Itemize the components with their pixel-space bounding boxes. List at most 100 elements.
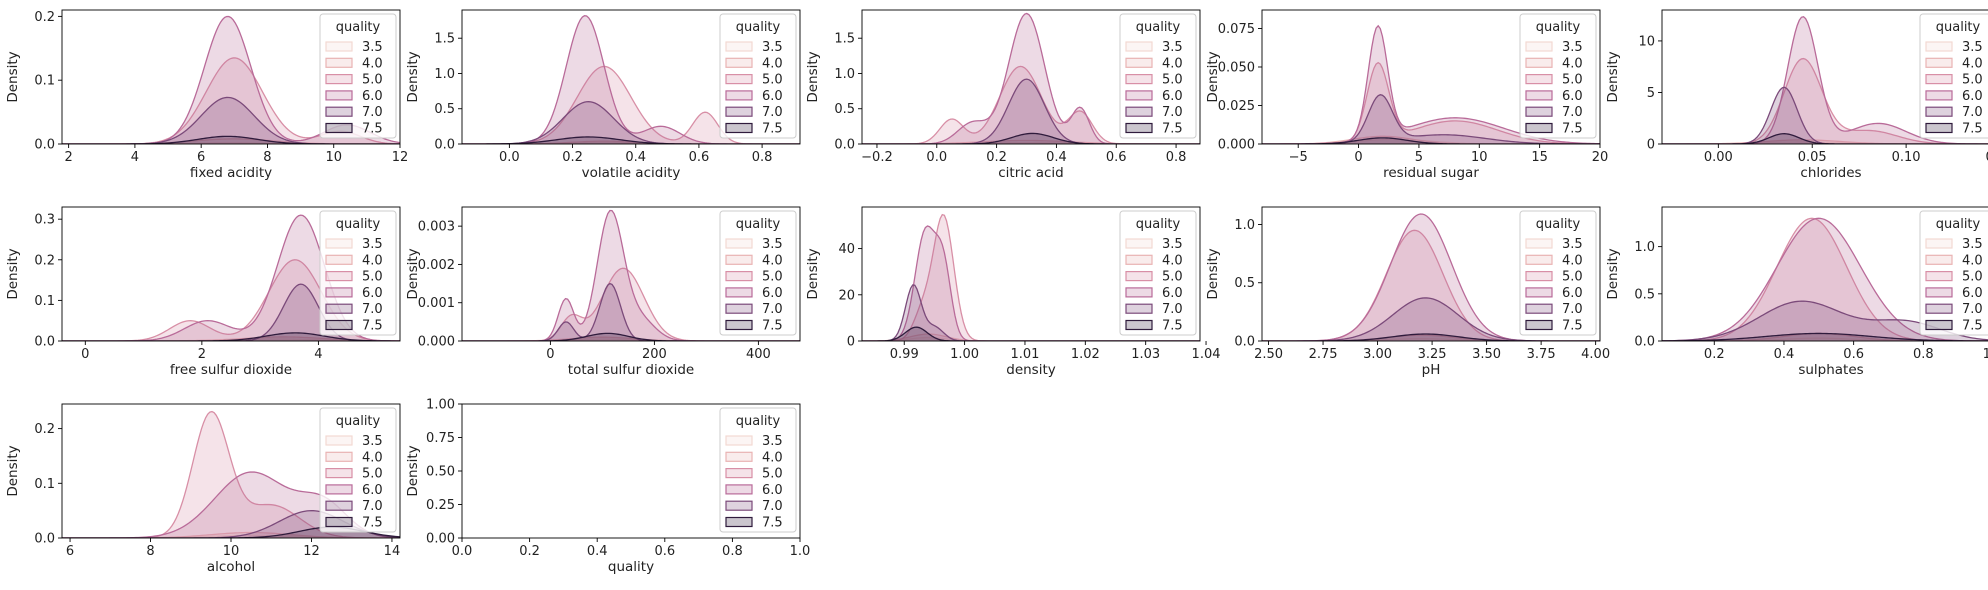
y-tick-label: 0.2 [34, 422, 55, 437]
density-fill-5.0 [462, 66, 800, 144]
y-tick-label: 0 [1647, 138, 1655, 153]
y-tick-label: 10 [1638, 34, 1655, 49]
legend-label-5.0: 5.0 [762, 73, 783, 88]
x-tick-label: 3.00 [1363, 347, 1392, 362]
legend-title: quality [736, 414, 781, 429]
axes-frame [61, 206, 401, 342]
y-tick-label: 1.0 [1234, 218, 1255, 233]
density-fill-5.0 [1262, 62, 1600, 144]
density-fill-5.0 [1262, 230, 1600, 341]
legend-title: quality [1536, 217, 1581, 232]
x-tick-label: 0.2 [562, 150, 583, 165]
x-tick-label: 0.4 [1774, 347, 1795, 362]
density-fill-6.0 [62, 471, 400, 538]
y-tick-label: 0.025 [1218, 99, 1255, 114]
x-tick-label: 3.25 [1418, 347, 1447, 362]
legend-label-3.5: 3.5 [762, 40, 783, 55]
y-tick-label: 0.3 [34, 213, 55, 228]
subplot-citric-acid: −0.2 0.0 0.2 0.4 0.6 0.8 0.0 0.5 1.0 1.5 citric ac… [805, 9, 1201, 181]
legend-label-7.5: 7.5 [362, 122, 383, 137]
legend-title: quality [1936, 217, 1981, 232]
x-axis-label: alcohol [207, 559, 255, 575]
legend-label-7.5: 7.5 [762, 122, 783, 137]
subplot-fixed-acidity: 2 4 6 8 10 12 0.0 0.1 0.2 fixed acidity Density qua… [5, 9, 409, 181]
y-tick-label: 0.2 [34, 253, 55, 268]
legend-swatch-4.0 [325, 57, 353, 68]
legend-swatch-7.0 [1925, 106, 1953, 117]
density-line-7.5 [462, 136, 800, 144]
density-line-7.0 [862, 78, 1200, 144]
legend-label-7.5: 7.5 [762, 516, 783, 531]
x-tick-label: 1.0 [790, 544, 811, 559]
legend-label-4.0: 4.0 [1962, 56, 1983, 71]
legend-label-6.0: 6.0 [1162, 286, 1183, 301]
legend-label-4.0: 4.0 [762, 253, 783, 268]
legend: quality 3.54.0 5.06.07.0 7.5 [319, 210, 397, 336]
x-tick-label: 0.6 [1843, 347, 1864, 362]
x-axis-label: free sulfur dioxide [170, 362, 292, 378]
legend-label-4.0: 4.0 [762, 56, 783, 71]
legend-swatch-4.0 [1125, 254, 1153, 265]
axes-frame [861, 9, 1201, 145]
axes-frame [461, 9, 801, 145]
density-line-7.5 [62, 332, 400, 341]
x-tick-label: 6 [66, 544, 74, 559]
legend-title: quality [336, 20, 381, 35]
legend-swatch-7.0 [725, 500, 753, 511]
density-fill-7.5 [862, 133, 1200, 144]
legend-swatch-3.5 [325, 238, 353, 249]
legend-swatch-3.5 [1925, 41, 1953, 52]
x-tick-label: 0.2 [1704, 347, 1725, 362]
x-tick-label: 1.01 [1010, 347, 1039, 362]
x-tick-label: 12 [392, 150, 409, 165]
x-tick-label: 3.75 [1527, 347, 1556, 362]
x-tick-label: 1.0 [1983, 347, 1988, 362]
subplot-quality: 0.0 0.2 0.4 0.6 0.8 1.0 0.00 0.25 0.50 0.75 1.00 qu… [405, 398, 810, 576]
legend-swatch-7.0 [725, 303, 753, 314]
subplot-density: 0.99 1.00 1.01 1.02 1.03 1.04 0 20 40 density Dens… [805, 206, 1221, 378]
y-tick-label: 1.00 [426, 398, 455, 413]
y-axis-label: Density [5, 248, 21, 299]
density-fill-6.0 [1262, 214, 1600, 341]
subplot-residual-sugar: −5 0 5 10 15 20 0.000 0.025 0.050 0.075 residual s… [1205, 9, 1608, 181]
legend-label-5.0: 5.0 [362, 270, 383, 285]
x-tick-label: 0.99 [890, 347, 919, 362]
legend-swatch-7.0 [325, 303, 353, 314]
legend-label-6.0: 6.0 [362, 89, 383, 104]
legend: quality 3.54.0 5.06.07.0 7.5 [1519, 210, 1597, 336]
x-tick-label: 10 [325, 150, 342, 165]
legend-label-7.0: 7.0 [762, 499, 783, 514]
legend-label-5.0: 5.0 [1162, 270, 1183, 285]
y-tick-label: 0.0 [1234, 335, 1255, 350]
x-tick-label: 0.10 [1892, 150, 1921, 165]
legend-title: quality [736, 20, 781, 35]
legend-swatch-7.5 [1925, 122, 1953, 134]
axes-frame [1661, 9, 1988, 145]
legend-swatch-3.5 [1125, 238, 1153, 249]
y-axis-label: Density [1605, 248, 1621, 299]
legend-swatch-7.0 [1525, 303, 1553, 314]
legend-label-7.0: 7.0 [1962, 105, 1983, 120]
legend-swatch-5.0 [1525, 73, 1553, 85]
legend-label-6.0: 6.0 [1962, 286, 1983, 301]
subplot-pH: 2.50 2.75 3.00 3.25 3.50 3.75 4.00 0.0 0.5 1.0 pH D… [1205, 206, 1610, 378]
density-fill-6.0 [462, 210, 800, 341]
subplot-alcohol: 6 8 10 12 14 0.0 0.1 0.2 alcohol Density quality 3.… [5, 403, 401, 575]
legend-swatch-7.5 [1925, 319, 1953, 331]
legend-label-3.5: 3.5 [1962, 237, 1983, 252]
legend-swatch-7.5 [725, 122, 753, 134]
axes-frame [1661, 206, 1988, 342]
density-fill-5.0 [1662, 218, 1988, 341]
y-axis-label: Density [405, 445, 421, 496]
legend-label-4.0: 4.0 [1162, 253, 1183, 268]
legend-label-6.0: 6.0 [1162, 89, 1183, 104]
density-fill-5.0 [62, 57, 400, 144]
y-axis-label: Density [405, 248, 421, 299]
legend-swatch-6.0 [725, 287, 753, 298]
y-tick-label: 0.25 [426, 498, 455, 513]
density-fill-4.0 [62, 138, 400, 144]
density-line-7.0 [462, 282, 800, 341]
x-tick-label: 0.2 [519, 544, 540, 559]
density-line-5.0 [462, 267, 800, 341]
